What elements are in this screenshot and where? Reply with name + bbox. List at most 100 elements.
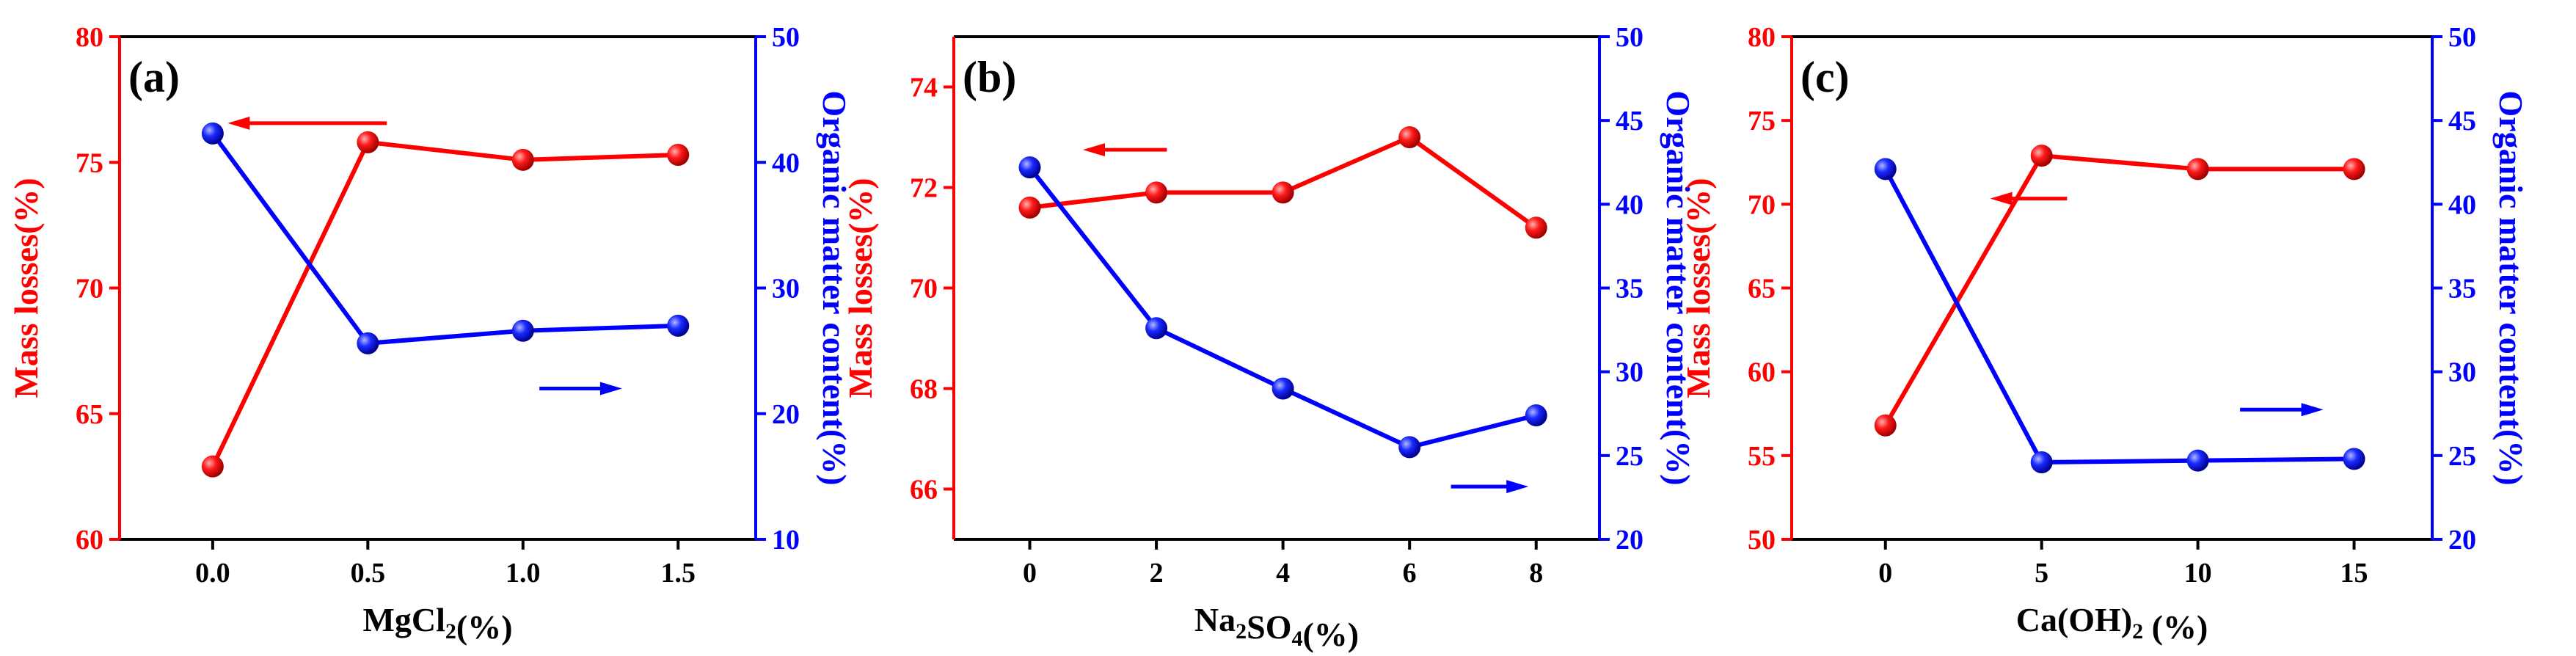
- x-tick-label: 15: [2340, 558, 2368, 588]
- right-y-axis-title: Organic matter content(%): [1660, 90, 1697, 485]
- x-tick-label: 0.5: [351, 558, 386, 588]
- left-y-tick-label: 66: [910, 475, 938, 506]
- left-axis-arrow-head: [1990, 192, 2013, 205]
- right-y-tick-label: 30: [2448, 357, 2476, 388]
- x-tick-label: 0: [1878, 558, 1892, 588]
- left-axis-arrow-head: [1083, 143, 1105, 157]
- right-y-tick-label: 35: [1616, 274, 1643, 305]
- x-axis-title: Ca(OH)2 (%): [2016, 601, 2208, 646]
- mass-losses-point: [1874, 414, 1897, 437]
- mass-losses-point: [2186, 158, 2209, 181]
- organic-matter-point: [1525, 404, 1547, 427]
- right-y-tick-label: 20: [2448, 525, 2476, 555]
- right-axis-arrow-head: [1506, 480, 1529, 494]
- mass-losses-point: [1525, 216, 1547, 239]
- chart-panel-a: 0.0 0.5 1.0 1.5 60 65 70 75 80 10 20 30 40 50 MgCl2(%)…: [7, 22, 853, 646]
- x-tick-label: 1.0: [506, 558, 541, 588]
- right-y-tick-label: 10: [772, 525, 800, 555]
- left-y-tick-label: 70: [76, 274, 103, 305]
- right-y-tick-label: 45: [1616, 106, 1643, 136]
- left-y-tick-label: 60: [76, 525, 103, 555]
- left-y-tick-label: 74: [910, 73, 938, 103]
- left-y-tick-label: 60: [1748, 357, 1776, 388]
- x-tick-label: 0.0: [195, 558, 230, 588]
- right-axis-arrow-head: [599, 382, 622, 396]
- organic-matter-point: [511, 319, 534, 342]
- left-y-tick-label: 70: [910, 274, 938, 305]
- x-tick-label: 5: [2035, 558, 2048, 588]
- x-tick-label: 0: [1023, 558, 1037, 588]
- left-y-tick-label: 68: [910, 374, 938, 405]
- organic-matter-point: [1271, 377, 1294, 400]
- right-y-axis-title: Organic matter content(%): [816, 90, 853, 485]
- right-y-tick-label: 30: [1616, 357, 1643, 388]
- organic-matter-point: [1874, 158, 1897, 181]
- left-axis-arrow-head: [227, 116, 250, 130]
- right-y-tick-label: 40: [2448, 189, 2476, 220]
- mass-losses-point: [667, 143, 690, 166]
- mass-losses-series-line: [211, 139, 679, 467]
- panel-label: (a): [128, 53, 180, 101]
- mass-losses-point: [357, 131, 379, 153]
- organic-matter-point: [667, 314, 690, 337]
- organic-matter-point: [2186, 449, 2209, 472]
- left-y-tick-label: 80: [76, 22, 103, 53]
- organic-matter-series-line: [1028, 166, 1537, 450]
- right-y-tick-label: 50: [1616, 22, 1643, 53]
- organic-matter-series-line: [1883, 167, 2354, 464]
- right-axis-arrow-head: [2301, 403, 2324, 417]
- left-y-tick-label: 50: [1748, 525, 1776, 555]
- right-y-tick-label: 40: [1616, 189, 1643, 220]
- right-y-tick-label: 25: [2448, 441, 2476, 472]
- chart-panel-b: 0 2 4 6 8666870727420253035404550Na2SO4(%)Ma…: [842, 22, 1697, 653]
- mass-losses-point: [1398, 126, 1421, 148]
- organic-matter-point: [2343, 448, 2365, 470]
- organic-matter-point: [1398, 436, 1421, 459]
- mass-losses-point: [1271, 181, 1294, 204]
- organic-matter-point: [1145, 317, 1168, 340]
- organic-matter-point: [357, 332, 379, 354]
- right-y-tick-label: 20: [1616, 525, 1643, 555]
- right-y-tick-label: 50: [2448, 22, 2476, 53]
- mass-losses-point: [1145, 181, 1168, 204]
- left-y-axis-title: Mass losses(%): [7, 178, 45, 398]
- left-y-tick-label: 72: [910, 173, 938, 204]
- x-axis-title: MgCl2(%): [362, 601, 512, 646]
- left-y-axis-title: Mass losses(%): [1679, 178, 1717, 398]
- right-y-tick-label: 45: [2448, 106, 2476, 136]
- x-tick-label: 6: [1403, 558, 1417, 588]
- left-y-tick-label: 55: [1748, 441, 1776, 472]
- left-y-tick-label: 65: [1748, 274, 1776, 305]
- left-y-tick-label: 70: [1748, 189, 1776, 220]
- left-y-tick-label: 75: [1748, 106, 1776, 136]
- chart-panel-c: 0 5 10 15 50 55 60 65 70 75 80 20 25 30 35 40 45 50 Ca(OH)…: [1679, 22, 2530, 646]
- panel-label: (c): [1800, 53, 1850, 101]
- left-y-tick-label: 75: [76, 147, 103, 178]
- mass-losses-point: [201, 455, 224, 478]
- right-y-axis-title: Organic matter content(%): [2492, 90, 2530, 485]
- right-y-tick-label: 40: [772, 147, 800, 178]
- right-y-tick-label: 20: [772, 399, 800, 430]
- left-y-tick-label: 65: [76, 399, 103, 430]
- organic-matter-point: [1018, 156, 1041, 179]
- x-tick-label: 4: [1276, 558, 1290, 588]
- x-tick-label: 1.5: [661, 558, 696, 588]
- organic-matter-point: [201, 122, 224, 145]
- right-y-tick-label: 25: [1616, 441, 1643, 472]
- organic-matter-series-line: [211, 132, 679, 346]
- left-y-axis-title: Mass losses(%): [842, 178, 879, 398]
- mass-losses-point: [1018, 196, 1041, 219]
- mass-losses-point: [511, 148, 534, 171]
- x-tick-label: 2: [1150, 558, 1164, 588]
- right-y-tick-label: 30: [772, 274, 800, 305]
- x-axis-title: Na2SO4(%): [1194, 601, 1359, 653]
- mass-losses-point: [2343, 158, 2365, 181]
- x-tick-label: 10: [2184, 558, 2212, 588]
- panel-label: (b): [963, 53, 1016, 101]
- organic-matter-point: [2030, 451, 2053, 473]
- right-y-tick-label: 35: [2448, 274, 2476, 305]
- left-y-tick-label: 80: [1748, 22, 1776, 53]
- mass-losses-series-line: [1883, 153, 2354, 427]
- mass-losses-point: [2030, 145, 2053, 167]
